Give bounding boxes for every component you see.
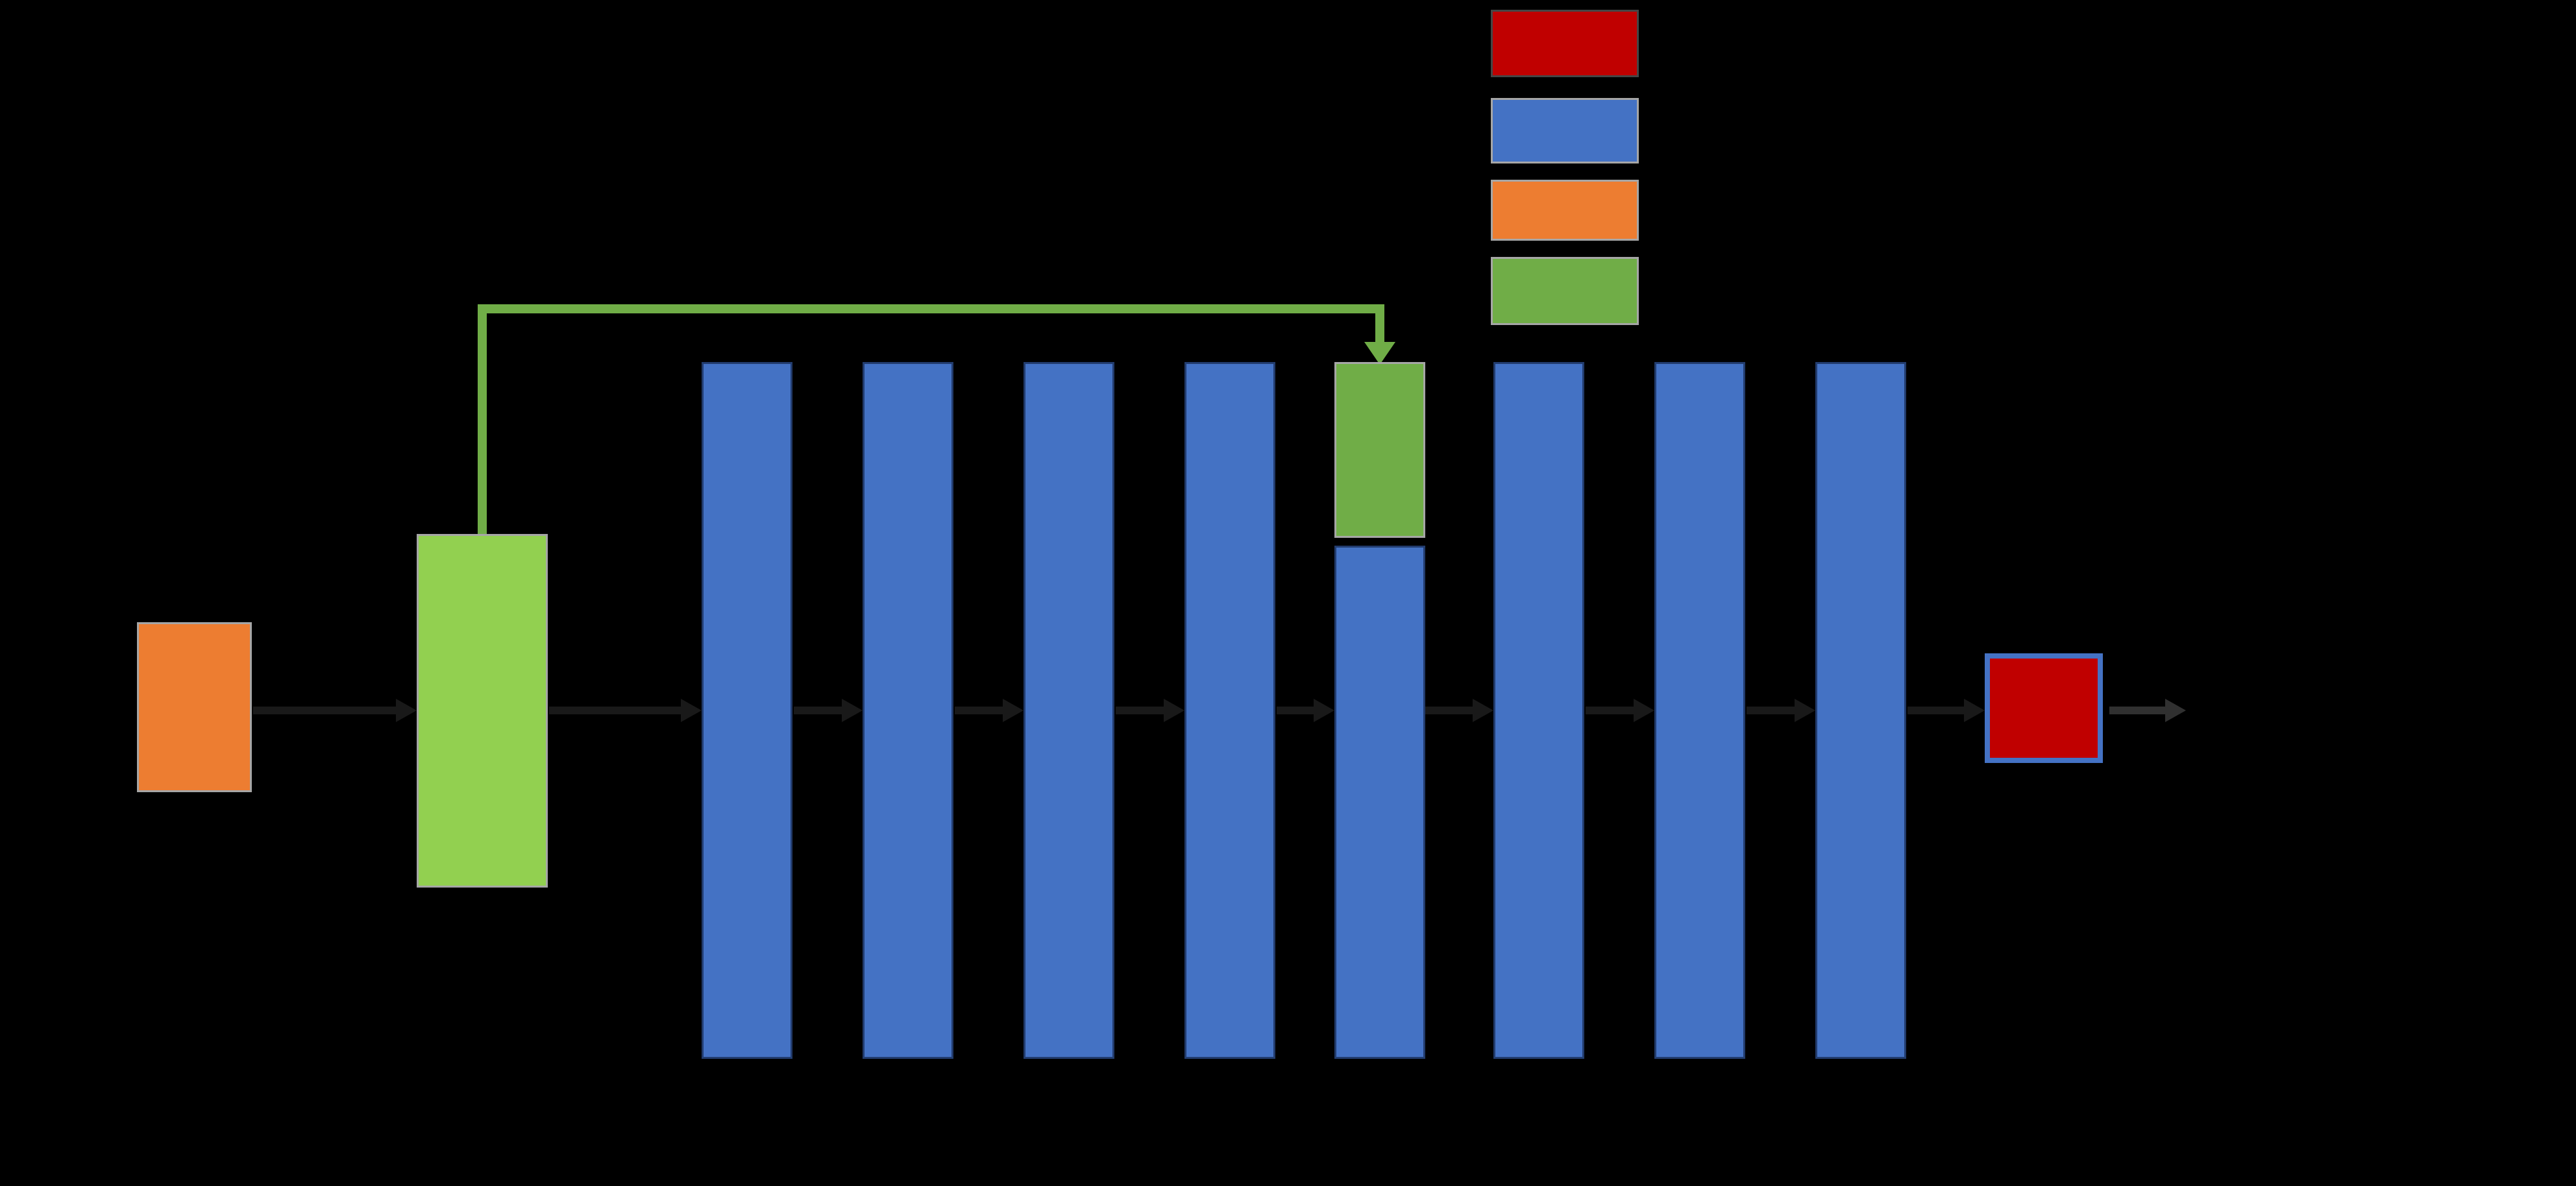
flow-arrow-2-head <box>681 699 702 722</box>
flow-arrow-9-head <box>1795 699 1815 722</box>
conv-layer-bar-1 <box>702 362 792 1059</box>
conv-layer-bar-6 <box>1493 362 1584 1059</box>
skip-connection-line <box>478 304 1384 534</box>
conv-layer-bar-5 <box>1334 546 1425 1059</box>
conv-layer-bar-4 <box>1184 362 1275 1059</box>
upsampling-box <box>417 534 548 888</box>
input-image-box <box>137 622 252 792</box>
conv-layer-bar-8 <box>1815 362 1906 1059</box>
flow-arrow-4-head <box>1003 699 1024 722</box>
flow-arrow-8-head <box>1634 699 1654 722</box>
legend-swatch-blue <box>1491 98 1639 163</box>
flow-arrow-1-head <box>396 699 417 722</box>
flow-arrow-5-head <box>1164 699 1184 722</box>
flow-arrow-6-head <box>1314 699 1334 722</box>
legend-swatch-green <box>1491 257 1639 325</box>
legend-swatch-red <box>1491 10 1639 77</box>
flow-arrow-11-head <box>2165 699 2186 722</box>
conv-layer-bar-3 <box>1024 362 1114 1059</box>
flow-arrow-7-head <box>1473 699 1493 722</box>
conv-layer-bar-7 <box>1654 362 1745 1059</box>
flow-arrow-3-head <box>842 699 863 722</box>
output-image-box <box>1985 653 2103 763</box>
skip-connection-arrowhead <box>1364 342 1395 365</box>
flow-arrow-10-head <box>1964 699 1985 722</box>
conv-layer-bar-2 <box>863 362 953 1059</box>
legend-swatch-orange <box>1491 180 1639 241</box>
skip-feature-box <box>1334 362 1425 538</box>
